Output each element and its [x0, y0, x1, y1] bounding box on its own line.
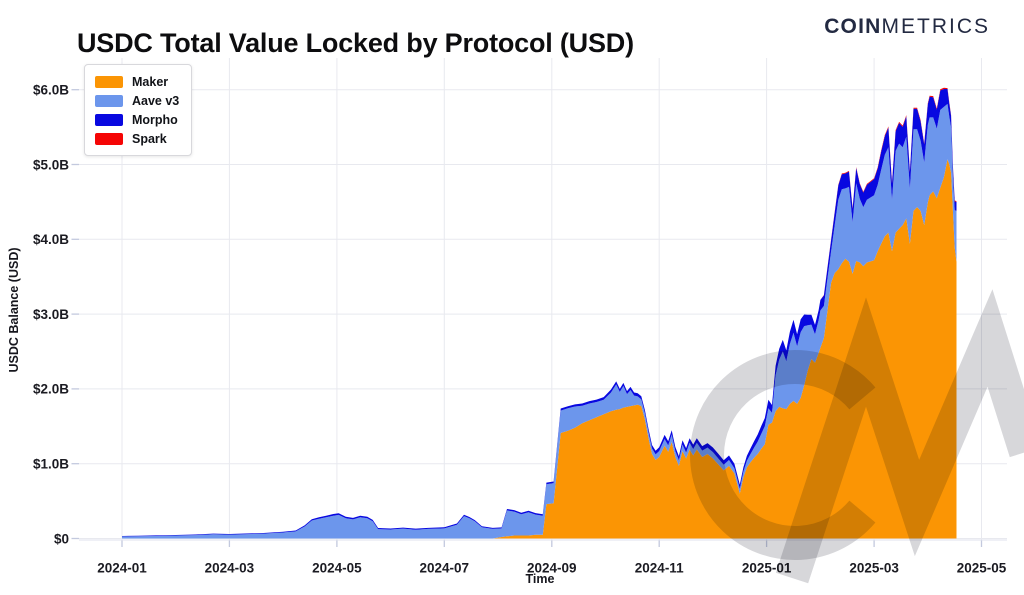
x-tick-label: 2024-05	[312, 561, 362, 576]
chart-legend: Maker Aave v3 Morpho Spark	[84, 64, 193, 156]
y-tick-label: $0	[54, 531, 69, 546]
x-axis-title: Time	[525, 572, 555, 586]
y-tick-label: $5.0B	[33, 157, 69, 172]
coinmetrics-logo: COINMETRICS	[824, 15, 990, 39]
x-tick-label: 2024-09	[527, 561, 577, 576]
legend-item-maker[interactable]: Maker	[95, 72, 179, 91]
x-tick-label: 2025-03	[849, 561, 899, 576]
coinmetrics-cm-monogram-icon	[690, 289, 1024, 584]
x-tick-label: 2024-07	[420, 561, 470, 576]
maker-swatch-icon	[95, 75, 123, 88]
y-tick-label: $3.0B	[33, 307, 69, 322]
y-axis-title: USDC Balance (USD)	[7, 247, 21, 373]
logo-coin-text: COIN	[824, 15, 882, 38]
legend-item-aave-v3[interactable]: Aave v3	[95, 91, 179, 110]
legend-label-morpho: Morpho	[132, 112, 178, 127]
y-tick-label: $4.0B	[33, 232, 69, 247]
y-tick-label: $1.0B	[33, 457, 69, 472]
y-tick-label: $6.0B	[33, 83, 69, 98]
legend-label-spark: Spark	[132, 131, 167, 146]
legend-label-aave-v3: Aave v3	[132, 93, 180, 108]
x-tick-label: 2024-11	[635, 561, 684, 576]
page-title: USDC Total Value Locked by Protocol (USD…	[77, 28, 634, 58]
aave-v3-swatch-icon	[95, 94, 123, 107]
spark-swatch-icon	[95, 132, 123, 145]
y-tick-label: $2.0B	[33, 382, 69, 397]
legend-item-spark[interactable]: Spark	[95, 129, 179, 148]
legend-item-morpho[interactable]: Morpho	[95, 110, 179, 129]
x-tick-label: 2024-03	[205, 561, 255, 576]
logo-metrics-text: METRICS	[881, 15, 990, 38]
area-maker	[122, 159, 957, 539]
legend-label-maker: Maker	[132, 74, 169, 89]
morpho-swatch-icon	[95, 113, 123, 126]
x-tick-label: 2025-05	[957, 561, 1007, 576]
x-tick-label: 2024-01	[97, 561, 147, 576]
